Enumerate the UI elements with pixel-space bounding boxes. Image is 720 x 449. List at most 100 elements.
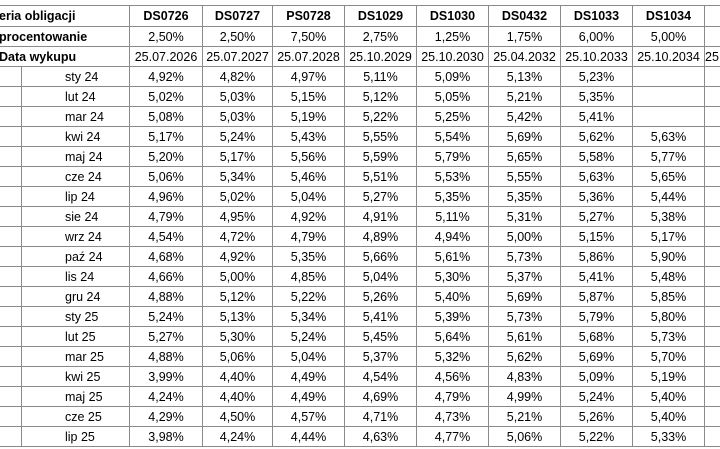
value-cell: 5,23% (561, 67, 633, 87)
value-cell: 4,49% (273, 387, 345, 407)
blank-cell (0, 67, 22, 87)
row-label: lut 25 (22, 327, 130, 347)
value-cell: 5,27% (561, 207, 633, 227)
value-cell: 5,12% (203, 287, 273, 307)
value-cell: 4,29% (130, 407, 203, 427)
value-cell: 5,38% (633, 207, 705, 227)
value-cell: 4,96% (130, 187, 203, 207)
row-label: kwi 24 (22, 127, 130, 147)
value-cell: 4,85% (273, 267, 345, 287)
row-label: maj 25 (22, 387, 130, 407)
value-cell: 4,79% (417, 387, 489, 407)
value-cell: 4,92% (130, 67, 203, 87)
maturity-cell: 25.07.2026 (130, 47, 203, 67)
value-cell: 4,63% (345, 427, 417, 447)
value-cell: 4,57% (273, 407, 345, 427)
row-label: kwi 25 (22, 367, 130, 387)
blank-cell (705, 427, 720, 447)
value-cell: 4,72% (203, 227, 273, 247)
value-cell: 5,51% (345, 167, 417, 187)
rate-cell: 7,50% (273, 27, 345, 47)
value-cell: 5,06% (130, 167, 203, 187)
header-cell (705, 5, 720, 27)
blank-cell (705, 67, 720, 87)
value-cell: 5,79% (561, 307, 633, 327)
value-cell: 5,26% (345, 287, 417, 307)
value-cell: 4,79% (130, 207, 203, 227)
value-cell: 5,13% (489, 67, 561, 87)
maturity-cell: 25.07.2027 (203, 47, 273, 67)
value-cell: 5,43% (273, 127, 345, 147)
value-cell: 4,40% (203, 387, 273, 407)
value-cell: 5,62% (489, 347, 561, 367)
blank-cell (0, 187, 22, 207)
blank-cell (705, 247, 720, 267)
value-cell: 5,06% (489, 427, 561, 447)
value-cell: 5,73% (489, 307, 561, 327)
value-cell: 5,17% (203, 147, 273, 167)
header-cell: DS0727 (203, 5, 273, 27)
value-cell: 5,02% (130, 87, 203, 107)
value-cell: 5,69% (561, 347, 633, 367)
value-cell: 4,91% (345, 207, 417, 227)
row-label: cze 24 (22, 167, 130, 187)
value-cell: 5,12% (345, 87, 417, 107)
value-cell: 5,24% (561, 387, 633, 407)
value-cell: 5,77% (633, 147, 705, 167)
value-cell: 5,86% (561, 247, 633, 267)
blank-cell (0, 207, 22, 227)
value-cell: 4,69% (345, 387, 417, 407)
value-cell: 4,92% (203, 247, 273, 267)
value-cell: 5,22% (345, 107, 417, 127)
value-cell: 5,54% (417, 127, 489, 147)
value-cell: 5,55% (489, 167, 561, 187)
value-cell: 4,77% (417, 427, 489, 447)
value-cell: 5,68% (561, 327, 633, 347)
value-cell: 5,34% (203, 167, 273, 187)
row-label: lip 25 (22, 427, 130, 447)
value-cell: 5,44% (633, 187, 705, 207)
maturity-cell: 25 (705, 47, 720, 67)
row-label: cze 25 (22, 407, 130, 427)
value-cell: 5,40% (417, 287, 489, 307)
row-label: lis 24 (22, 267, 130, 287)
value-cell: 4,92% (273, 207, 345, 227)
maturity-cell: 25.04.2032 (489, 47, 561, 67)
value-cell: 5,02% (203, 187, 273, 207)
value-cell: 5,62% (561, 127, 633, 147)
value-cell: 5,09% (561, 367, 633, 387)
value-cell: 5,59% (345, 147, 417, 167)
value-cell: 5,32% (417, 347, 489, 367)
value-cell: 5,58% (561, 147, 633, 167)
blank-cell (0, 327, 22, 347)
value-cell: 5,33% (633, 427, 705, 447)
value-cell: 5,13% (203, 307, 273, 327)
blank-cell (633, 87, 705, 107)
header-cell: DS1030 (417, 5, 489, 27)
maturity-cell: 25.07.2028 (273, 47, 345, 67)
value-cell: 5,85% (633, 287, 705, 307)
value-cell: 5,61% (489, 327, 561, 347)
value-cell: 5,30% (203, 327, 273, 347)
row-label: lip 24 (22, 187, 130, 207)
blank-cell (705, 307, 720, 327)
value-cell: 4,89% (345, 227, 417, 247)
rate-cell: 2,50% (203, 27, 273, 47)
value-cell: 5,08% (130, 107, 203, 127)
row-label: sie 24 (22, 207, 130, 227)
value-cell: 5,27% (130, 327, 203, 347)
value-cell: 5,35% (561, 87, 633, 107)
value-cell: 5,00% (203, 267, 273, 287)
value-cell: 3,98% (130, 427, 203, 447)
value-cell: 5,03% (203, 87, 273, 107)
value-cell: 4,44% (273, 427, 345, 447)
value-cell: 5,56% (273, 147, 345, 167)
blank-cell (0, 427, 22, 447)
value-cell: 5,11% (345, 67, 417, 87)
value-cell: 4,40% (203, 367, 273, 387)
value-cell: 5,69% (489, 287, 561, 307)
row-label: maj 24 (22, 147, 130, 167)
blank-cell (705, 287, 720, 307)
rate-cell: 1,75% (489, 27, 561, 47)
